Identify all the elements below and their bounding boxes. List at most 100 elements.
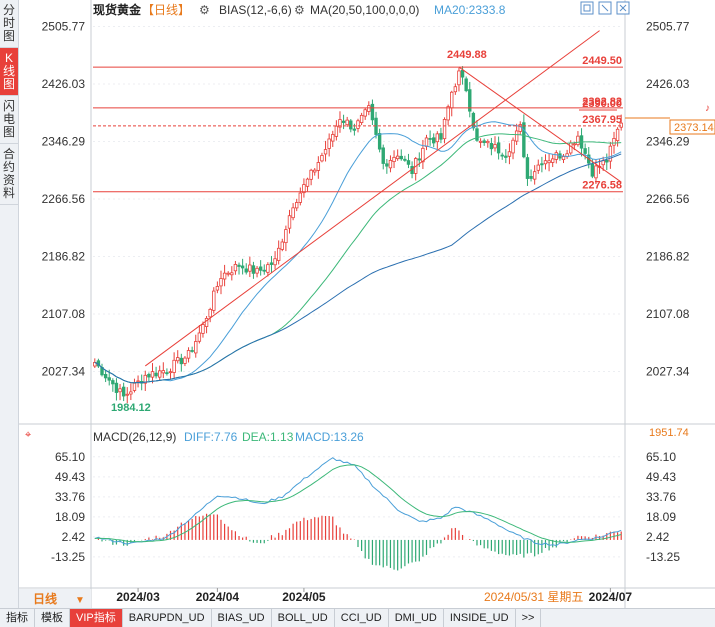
candle-body [334,125,339,137]
candle-body [421,147,425,163]
macd-y-tick-label: 49.43 [55,470,85,484]
candle-body [406,160,411,165]
candle-body [103,374,108,379]
bias-indicator: BIAS(12,-6,6) [219,3,292,17]
macd-y-tick-label-right: 49.43 [646,470,676,484]
indicator-tab-9[interactable]: INSIDE_UD [444,609,516,627]
ma-gear-icon[interactable]: ⚙ [294,3,305,17]
level-label: 2367.95 [582,114,622,126]
candle-body [367,105,371,112]
date-axis: 2024/03 2024/04 2024/05 2024/07 [116,588,632,604]
candle-body [255,267,259,274]
indicator-tab-10[interactable]: >> [516,609,542,627]
main-y-axis-right: 2027.34 2107.08 2186.82 2266.56 2346.29 2426.… [646,19,690,378]
candle-body [302,184,306,194]
candle-body [359,114,364,124]
candle-body [341,120,346,123]
candle-body [388,160,393,169]
candle-body [183,357,187,364]
candle-body [349,120,353,130]
indicator-tab-6[interactable]: BOLL_UD [272,609,335,627]
bell-icon[interactable]: ♪ [705,103,710,114]
date-tick-label: 2024/04 [196,590,240,604]
candle-body [569,142,573,154]
candle-body [511,139,515,154]
price-tag-box [669,119,715,135]
candle-body [197,332,202,342]
macd-settings-icon[interactable]: ⌖ [25,429,31,441]
high-mark-label: 2449.88 [447,49,487,61]
candle-body [547,160,551,164]
side-tab-kline[interactable]: K线图 [0,48,18,96]
candle-body [496,142,501,154]
candle-body [143,374,147,384]
indicator-tab-5[interactable]: BIAS_UD [212,609,272,627]
maximize-icon[interactable] [580,1,594,15]
indicator-tab-4[interactable]: BARUPDN_UD [123,609,212,627]
chart-header: 现货黄金 【日线】 ⚙ BIAS(12,-6,6) ⚙ MA(20,50,100… [93,2,506,17]
indicator-tab-1[interactable]: 指标 [0,609,35,627]
macd-y-tick-label-right: 33.76 [646,490,676,504]
candle-body [608,145,613,162]
level-label: 2449.50 [582,55,622,67]
candle-body [118,388,122,393]
candle-body [417,158,421,161]
candle-body [248,264,252,272]
candle-body [442,119,447,140]
period-button[interactable]: 日线 [33,591,57,606]
macd-y-tick-label: 18.09 [55,510,85,524]
candle-body [222,272,227,280]
uptrend-line [144,30,600,367]
candle-body [276,247,281,261]
candle-body [240,265,245,269]
kline-chart[interactable]: 2027.34 2107.08 2186.82 2266.56 2346.29 2426.… [19,0,715,608]
diff-line [94,457,622,547]
macd-grid [93,456,623,558]
y-tick-label: 2426.03 [42,77,86,91]
side-tab-bar: 分时图 K线图 闪电图 合约资料 [0,0,19,608]
candle-body [226,272,230,275]
candle-body [468,89,472,112]
candle-body [136,380,140,383]
candle-body [540,163,544,166]
y-tick-label: 2505.77 [42,19,86,33]
trend-lines [144,30,622,367]
indicator-tab-2[interactable]: 模板 [35,609,70,627]
ma20-value: MA20:2333.8 [434,3,506,17]
current-price-tag: 2373.14 [674,122,714,134]
candle-body [147,373,151,378]
macd-y-tick-label: -13.25 [51,550,85,564]
candle-body [158,370,162,378]
candle-body [331,134,335,142]
candle-body [482,140,486,143]
macd-value: MACD:13.26 [295,430,364,444]
y-tick-label: 2027.34 [42,364,86,378]
macd-tag: 1951.74 [649,427,689,439]
indicator-tab-8[interactable]: DMI_UD [389,609,444,627]
indicator-tab-3[interactable]: VIP指标 [70,609,123,627]
period-dropdown-icon[interactable]: ▼ [75,595,85,606]
candle-body [392,156,396,163]
candle-body [381,147,385,164]
candle-body [172,359,176,373]
bias-gear-icon[interactable]: ⚙ [199,3,210,17]
dea-line [94,464,622,543]
downtrend-line [458,66,622,183]
candle-body [233,263,238,272]
candle-body [572,143,577,146]
level-label: 2390.00 [582,98,622,110]
candle-body [471,112,476,129]
side-tab-timeshare[interactable]: 分时图 [0,0,18,48]
candle-body [554,152,558,160]
candle-body [251,265,256,274]
side-tab-contract[interactable]: 合约资料 [0,144,18,205]
candle-body [215,286,220,291]
macd-y-tick-label-right: 2.42 [646,530,670,544]
candle-body [132,382,137,391]
candle-body [129,391,133,395]
indicator-tab-bar: 指标 模板 VIP指标 BARUPDN_UD BIAS_UD BOLL_UD CCI_UD D… [0,608,715,627]
side-tab-flash[interactable]: 闪电图 [0,96,18,144]
indicator-tab-7[interactable]: CCI_UD [335,609,389,627]
candle-body [532,171,537,180]
candle-body [176,357,180,362]
